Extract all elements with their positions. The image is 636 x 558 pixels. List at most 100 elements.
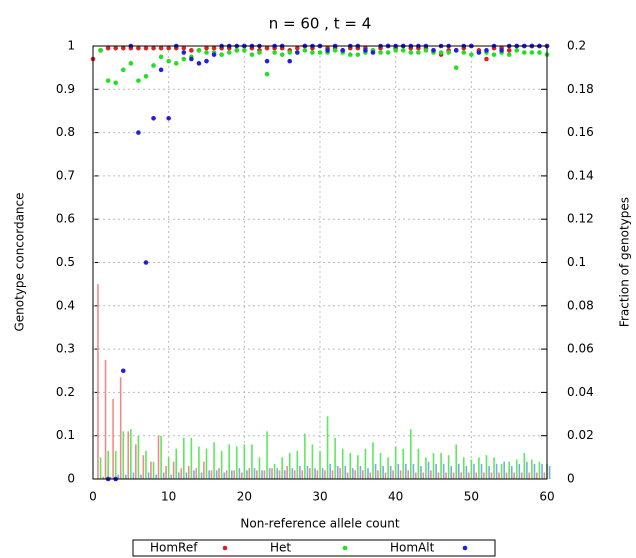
y2-tick-label: 0.18	[567, 82, 594, 96]
x-tick-label: 40	[388, 490, 403, 504]
point	[332, 48, 338, 53]
bar	[490, 472, 493, 479]
bar	[200, 472, 203, 479]
x-tick-label: 50	[464, 490, 479, 504]
y-tick-label: 0	[67, 472, 75, 486]
bar	[402, 448, 405, 479]
bar	[256, 470, 258, 479]
point	[226, 50, 232, 55]
point	[310, 50, 315, 55]
point	[264, 71, 270, 77]
point	[522, 50, 527, 55]
y2-tick-label: 0.1	[567, 255, 586, 269]
bar	[437, 472, 440, 479]
bar	[316, 470, 319, 479]
bar	[460, 472, 462, 479]
y-tick-label: 0.3	[56, 342, 75, 356]
bar	[109, 476, 112, 479]
bar	[102, 476, 104, 479]
bar	[193, 470, 195, 479]
bar	[145, 450, 147, 479]
bar	[405, 463, 407, 479]
bar	[399, 470, 402, 479]
point	[204, 50, 209, 55]
bar	[263, 470, 266, 479]
point	[295, 50, 300, 55]
point	[264, 58, 270, 64]
point	[514, 48, 520, 53]
bar	[195, 468, 198, 479]
y2-tick-label: 0.16	[567, 125, 594, 139]
bar	[329, 463, 331, 479]
bar	[306, 466, 309, 479]
bar	[518, 463, 521, 479]
point	[136, 78, 141, 83]
bar	[97, 284, 99, 479]
y-tick-label: 0.7	[56, 168, 75, 182]
bar	[397, 463, 400, 479]
point	[242, 48, 247, 53]
bar	[321, 468, 324, 479]
bar	[508, 461, 510, 479]
point	[105, 78, 111, 83]
point	[120, 45, 126, 51]
y-tick-label: 0.9	[56, 82, 75, 96]
bar	[478, 457, 480, 479]
bar	[122, 431, 125, 479]
bar	[273, 463, 276, 479]
point	[189, 56, 194, 62]
point	[347, 52, 353, 57]
bar	[253, 468, 256, 479]
bar	[235, 446, 238, 479]
point	[158, 54, 164, 60]
point	[340, 48, 346, 53]
bar	[445, 472, 447, 479]
point	[120, 67, 126, 73]
bar	[410, 429, 412, 479]
bar	[430, 470, 432, 479]
point	[295, 45, 300, 51]
bar	[319, 450, 321, 479]
y-axis-label: Genotype concordance	[13, 192, 27, 331]
point	[151, 45, 156, 51]
bar	[505, 472, 508, 479]
bar	[377, 470, 379, 479]
bar	[364, 448, 367, 479]
point	[136, 130, 141, 135]
bar	[258, 457, 261, 479]
point	[181, 45, 187, 51]
bar	[183, 437, 185, 479]
bar	[127, 431, 130, 479]
bar	[543, 472, 546, 479]
point	[431, 48, 436, 53]
point	[98, 48, 103, 53]
y2-tick-label: 0.04	[567, 385, 594, 399]
bar	[344, 466, 347, 479]
bar	[493, 457, 495, 479]
bar	[293, 470, 296, 479]
bar	[104, 359, 107, 479]
bar	[162, 472, 165, 479]
point	[166, 116, 171, 121]
bar	[291, 468, 294, 479]
legend-label: HomRef	[150, 541, 198, 555]
bar	[324, 470, 326, 479]
bar	[175, 448, 178, 479]
bar	[165, 466, 167, 479]
y2-tick-label: 0.06	[567, 342, 594, 356]
bar	[432, 453, 435, 479]
legend-marker	[222, 545, 228, 551]
bar	[341, 448, 344, 479]
y-tick-label: 0.2	[56, 385, 75, 399]
point	[537, 50, 542, 55]
bar	[271, 468, 273, 479]
bar	[178, 472, 180, 479]
bar	[243, 444, 246, 479]
bar	[536, 472, 538, 479]
point	[317, 50, 323, 55]
bar	[240, 472, 243, 479]
point	[113, 45, 118, 51]
bar	[526, 461, 528, 479]
bar	[218, 468, 220, 479]
bar	[485, 455, 488, 479]
